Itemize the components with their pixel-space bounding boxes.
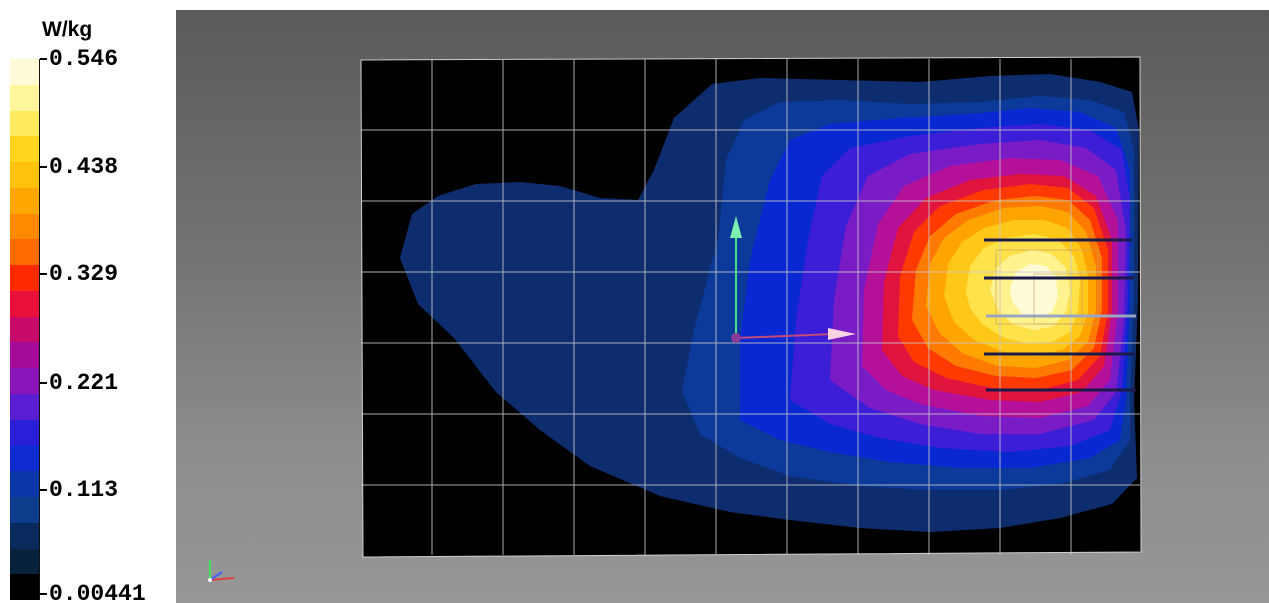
axis-triad — [730, 216, 856, 343]
legend-swatch — [10, 393, 39, 420]
orientation-triad — [208, 560, 235, 582]
legend-swatch — [10, 59, 39, 85]
legend-swatch — [10, 522, 39, 549]
legend-tick-label: 0.00441 — [49, 580, 146, 603]
legend-swatch — [10, 419, 39, 446]
legend-swatch — [10, 574, 39, 601]
zoom-scan-box — [984, 238, 1136, 392]
legend-swatch — [10, 239, 39, 266]
legend-tick-label: 0.113 — [49, 477, 119, 504]
legend-swatch — [10, 316, 39, 343]
legend-swatch — [10, 187, 39, 214]
legend-unit-label: W/kg — [42, 18, 93, 41]
legend-tick-mark — [40, 592, 47, 595]
x-axis-arrow-icon — [828, 328, 856, 340]
legend-tick-label: 0.221 — [49, 369, 119, 396]
x-axis-line — [735, 333, 835, 339]
legend-tick-mark — [40, 273, 47, 276]
color-scale-bar — [10, 59, 40, 601]
legend-swatch — [10, 342, 39, 369]
y-axis-arrow-icon — [730, 216, 742, 238]
legend-swatch — [10, 497, 39, 523]
legend-tick-mark — [40, 58, 47, 60]
legend-swatch — [10, 136, 39, 163]
legend-swatch — [10, 162, 39, 188]
legend-swatch — [10, 265, 39, 291]
legend-swatch — [10, 368, 39, 394]
measurement-grid — [361, 59, 1140, 555]
legend-swatch — [10, 213, 39, 240]
legend-tick-label: 0.329 — [49, 261, 119, 288]
legend-tick-label: 0.546 — [49, 46, 119, 72]
legend-tick-mark — [40, 165, 47, 168]
legend-swatch — [10, 548, 39, 575]
legend-tick-mark — [40, 381, 47, 384]
legend-tick-label: 0.438 — [49, 153, 119, 180]
3d-viewport[interactable] — [176, 10, 1269, 603]
legend-swatch — [10, 471, 39, 498]
sar-distribution-plot[interactable] — [176, 10, 1269, 603]
color-scale-legend: W/kg 0.546 0.438 0.329 0.221 0.113 0.00441 — [0, 0, 175, 603]
origin-marker — [731, 333, 741, 343]
legend-swatch — [10, 290, 39, 317]
legend-swatch — [10, 445, 39, 472]
legend-swatch — [10, 110, 39, 137]
legend-swatch — [10, 84, 39, 111]
legend-tick-mark — [40, 489, 47, 492]
